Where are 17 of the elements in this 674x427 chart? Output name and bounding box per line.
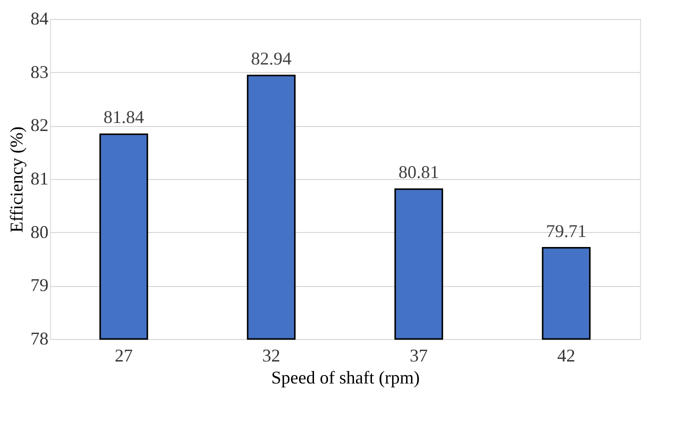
y-tick-label: 82: [30, 115, 48, 136]
data-label: 82.94: [251, 48, 292, 69]
y-tick-label: 81: [30, 168, 48, 188]
y-tick-label: 80: [30, 222, 48, 242]
x-tick-label: 42: [557, 346, 576, 366]
y-axis-title: Efficiency (%): [6, 126, 26, 233]
data-label: 79.71: [546, 220, 586, 241]
x-tick-label: 37: [410, 346, 428, 366]
x-tick-label: 27: [114, 346, 133, 366]
x-tick-label: 32: [262, 346, 280, 366]
data-label: 80.81: [398, 162, 439, 182]
y-tick-label: 83: [30, 62, 48, 82]
x-axis-title: Speed of shaft (rpm): [271, 368, 420, 388]
data-label: 81.84: [104, 107, 144, 128]
y-tick-label: 84: [30, 8, 48, 28]
y-tick-label: 78: [30, 328, 48, 348]
y-tick-label: 79: [30, 275, 48, 296]
